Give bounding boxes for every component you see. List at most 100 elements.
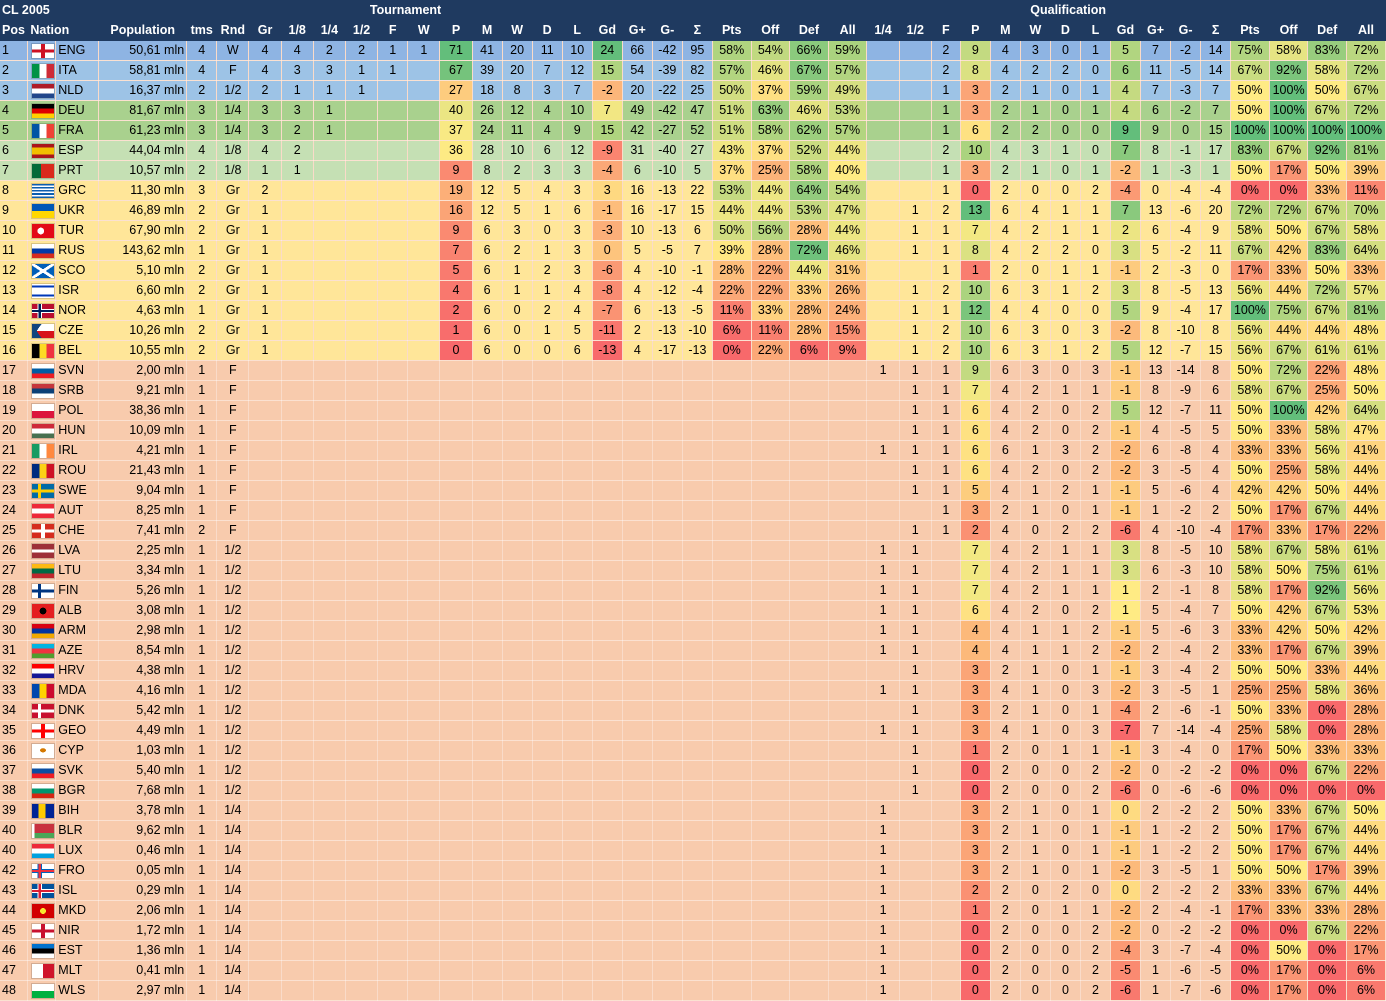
tournament-cell <box>439 900 473 921</box>
pos-cell: 43 <box>0 880 29 901</box>
flag-mda-icon <box>31 683 54 698</box>
qualification-cell: -4 <box>1110 940 1142 961</box>
qualification-cell: 3 <box>1080 320 1111 341</box>
qualification-cell: 67% <box>1230 60 1270 81</box>
qualification-cell <box>899 260 932 281</box>
qualification-cell <box>866 480 900 501</box>
teams-cell: 1 <box>186 820 218 841</box>
tournament-cell: 1 <box>313 120 346 141</box>
qualification-cell: 3 <box>1020 360 1051 381</box>
pos-cell: 26 <box>0 540 29 561</box>
qualification-cell <box>931 720 961 741</box>
qualification-cell: 56% <box>1307 440 1348 461</box>
qualification-cell: 1 <box>1020 100 1051 121</box>
round-cell: F <box>216 400 250 421</box>
tournament-cell <box>751 540 791 561</box>
tournament-cell <box>789 400 829 421</box>
tournament-cell <box>407 660 441 681</box>
qualification-cell: 58% <box>1230 560 1270 581</box>
tournament-cell <box>345 560 379 581</box>
tournament-cell <box>439 520 473 541</box>
qualification-cell: 4 <box>990 640 1021 661</box>
qualification-cell: 1 <box>899 780 932 801</box>
tournament-cell <box>407 720 441 741</box>
tournament-cell: -4 <box>592 160 623 181</box>
flag-cell <box>27 820 57 841</box>
qualification-cell: 1 <box>899 480 932 501</box>
pos-cell: 17 <box>0 360 29 381</box>
qualification-cell: 44% <box>1307 320 1348 341</box>
tournament-cell <box>712 560 752 581</box>
qualification-cell: 50% <box>1230 700 1270 721</box>
round-cell: 1/2 <box>216 600 250 621</box>
qualification-cell: 2 <box>1080 280 1111 301</box>
qualification-cell: -10 <box>1170 520 1202 541</box>
qualification-cell: 2 <box>990 800 1021 821</box>
qualification-cell: 1 <box>866 840 900 861</box>
qualification-cell: 3 <box>960 660 991 681</box>
tournament-cell: 3 <box>562 220 593 241</box>
flag-cell <box>27 40 57 61</box>
tournament-cell <box>502 620 533 641</box>
tournament-cell <box>502 740 533 761</box>
tournament-cell <box>248 640 282 661</box>
qualification-cell <box>931 600 961 621</box>
qualification-cell: 2 <box>990 820 1021 841</box>
qualification-cell: 4 <box>990 40 1021 61</box>
tournament-cell <box>789 620 829 641</box>
tournament-cell <box>248 480 282 501</box>
tournament-cell <box>472 440 503 461</box>
tournament-cell: 47 <box>682 100 713 121</box>
tournament-cell <box>592 380 623 401</box>
qualification-cell <box>899 920 932 941</box>
tournament-cell: 39 <box>472 60 503 81</box>
qualification-cell: 50% <box>1269 560 1309 581</box>
tournament-cell <box>828 540 868 561</box>
population-cell: 38,36 mln <box>98 400 188 421</box>
qualification-cell: 25% <box>1230 720 1270 741</box>
qualification-cell: 1 <box>1050 540 1081 561</box>
qualification-cell: 4 <box>990 620 1021 641</box>
tournament-cell <box>682 940 713 961</box>
tournament-cell <box>345 580 379 601</box>
qualification-cell: 3 <box>1080 360 1111 381</box>
tournament-cell <box>248 540 282 561</box>
qualification-cell: 0 <box>1050 100 1081 121</box>
pos-cell: 38 <box>0 780 29 801</box>
tournament-cell: 49 <box>622 100 653 121</box>
qualification-cell: 1 <box>1020 640 1051 661</box>
qualification-cell: 0 <box>1080 240 1111 261</box>
round-cell: 1/4 <box>216 860 250 881</box>
qualification-cell: 1 <box>899 240 932 261</box>
nation-cell: AZE <box>55 640 100 661</box>
tournament-cell <box>751 760 791 781</box>
teams-cell: 1 <box>186 740 218 761</box>
tournament-cell <box>622 500 653 521</box>
pos-cell: 39 <box>0 800 29 821</box>
qualification-cell: -6 <box>1170 780 1202 801</box>
tournament-cell: 52 <box>682 120 713 141</box>
qualification-cell: 25% <box>1269 460 1309 481</box>
tournament-cell <box>652 560 683 581</box>
teams-cell: 1 <box>186 420 218 441</box>
tournament-cell <box>472 700 503 721</box>
qualification-cell: 17% <box>1269 500 1309 521</box>
qualification-cell: 0 <box>1050 80 1081 101</box>
tournament-cell <box>712 600 752 621</box>
tournament-cell: 44% <box>751 180 791 201</box>
qualification-cell: 1 <box>899 360 932 381</box>
qualification-cell: 56% <box>1346 580 1386 601</box>
qualification-cell: 7 <box>960 540 991 561</box>
qualification-cell: 4 <box>1020 300 1051 321</box>
population-cell: 16,37 mln <box>98 80 188 101</box>
tournament-cell: 0 <box>502 300 533 321</box>
nation-cell: HRV <box>55 660 100 681</box>
qualification-cell: 1 <box>899 620 932 641</box>
tournament-cell <box>751 820 791 841</box>
qualification-cell: 0 <box>1020 880 1051 901</box>
qualification-cell: 2 <box>1080 600 1111 621</box>
qualification-cell: -5 <box>1200 960 1232 981</box>
tournament-cell <box>345 680 379 701</box>
tournament-cell: -10 <box>682 320 713 341</box>
qualification-cell: 12 <box>1140 400 1172 421</box>
